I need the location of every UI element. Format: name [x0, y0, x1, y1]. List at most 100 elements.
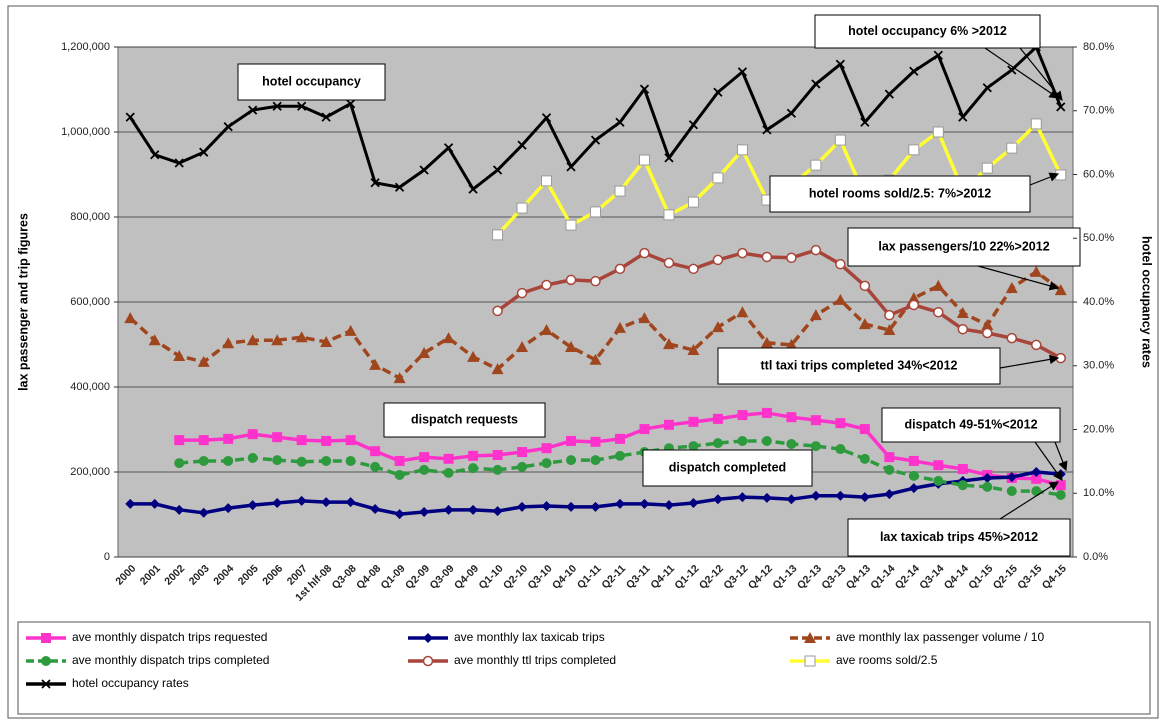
marker: [222, 337, 235, 349]
y2-tick-label: 20.0%: [1083, 423, 1114, 435]
marker: [809, 309, 822, 321]
annotation: lax passengers/10 22%>2012: [878, 239, 1049, 253]
marker: [468, 450, 479, 461]
marker: [908, 470, 919, 481]
marker: [804, 655, 816, 667]
marker: [443, 467, 454, 478]
marker: [908, 299, 920, 311]
marker: [932, 279, 945, 291]
marker: [248, 105, 258, 115]
arrow: [984, 47, 1059, 99]
marker: [1031, 486, 1042, 497]
annotation-box: [769, 175, 1031, 213]
marker: [370, 461, 381, 472]
arrows: [977, 47, 1068, 520]
marker: [590, 206, 601, 218]
marker: [884, 452, 895, 463]
marker: [1005, 281, 1018, 293]
marker: [834, 134, 846, 146]
marker: [198, 507, 209, 518]
marker: [272, 498, 283, 509]
marker: [884, 89, 894, 99]
marker: [907, 292, 920, 304]
marker: [370, 178, 380, 188]
marker: [688, 416, 699, 427]
marker: [908, 455, 919, 466]
marker: [197, 355, 210, 367]
marker: [786, 494, 797, 505]
y2-tick-label: 30.0%: [1083, 360, 1114, 372]
legend-label: ave monthly dispatch trips completed: [72, 653, 269, 667]
marker: [394, 469, 405, 480]
marker: [908, 483, 919, 494]
marker: [688, 263, 699, 275]
marker: [223, 433, 234, 444]
marker: [321, 455, 332, 466]
marker: [613, 321, 626, 333]
marker: [565, 219, 577, 231]
annotation: hotel rooms sold/2.5: 7%>2012: [809, 186, 991, 200]
marker: [858, 318, 871, 330]
marker: [125, 498, 136, 509]
marker: [810, 244, 822, 256]
marker: [810, 415, 821, 426]
marker: [639, 498, 650, 509]
y-tick-label: 1,000,000: [61, 126, 110, 138]
annotation-box: [847, 227, 1081, 267]
annotation-box: [717, 347, 1001, 385]
marker: [223, 122, 233, 132]
marker: [810, 441, 821, 452]
marker: [785, 338, 798, 350]
marker: [662, 338, 675, 350]
marker: [933, 306, 944, 318]
marker: [712, 438, 723, 449]
annotation-box: [642, 449, 813, 487]
marker: [638, 312, 651, 324]
marker: [517, 461, 528, 472]
marker: [148, 334, 161, 346]
marker: [423, 633, 433, 643]
marker: [957, 464, 968, 475]
y-tick-label: 0: [104, 551, 110, 563]
marker: [761, 492, 772, 503]
marker: [590, 436, 601, 447]
marker: [492, 229, 504, 241]
y-tick-label: 200,000: [70, 466, 110, 478]
marker: [810, 159, 822, 171]
marker: [345, 435, 356, 446]
y-tick-label: 800,000: [70, 211, 110, 223]
marker: [711, 321, 724, 333]
marker: [174, 458, 185, 469]
legend: [17, 621, 1151, 715]
marker: [884, 464, 895, 475]
marker: [369, 358, 382, 370]
marker: [516, 202, 528, 214]
marker: [541, 175, 553, 187]
marker: [541, 443, 552, 454]
marker: [419, 464, 430, 475]
marker: [762, 125, 772, 135]
marker: [737, 67, 748, 77]
marker: [443, 504, 454, 515]
y-tick-label: 400,000: [70, 381, 110, 393]
marker: [443, 453, 454, 464]
marker: [566, 501, 577, 512]
marker: [422, 655, 434, 667]
annotations: hotel occupancy hotel occupancy 6% >2012 h…: [237, 14, 1081, 557]
marker: [860, 117, 870, 127]
marker: [174, 158, 184, 168]
arrow: [1054, 441, 1068, 472]
legend-label: ave monthly ttl trips completed: [454, 653, 616, 667]
annotation-box: [237, 63, 386, 101]
marker: [199, 147, 209, 157]
marker: [516, 287, 528, 299]
marker: [957, 323, 969, 335]
marker: [933, 460, 944, 471]
marker: [761, 251, 773, 263]
marker: [541, 458, 552, 469]
marker: [565, 341, 578, 353]
marker: [418, 347, 431, 358]
marker: [981, 318, 994, 330]
marker: [736, 144, 748, 156]
marker: [859, 280, 871, 292]
